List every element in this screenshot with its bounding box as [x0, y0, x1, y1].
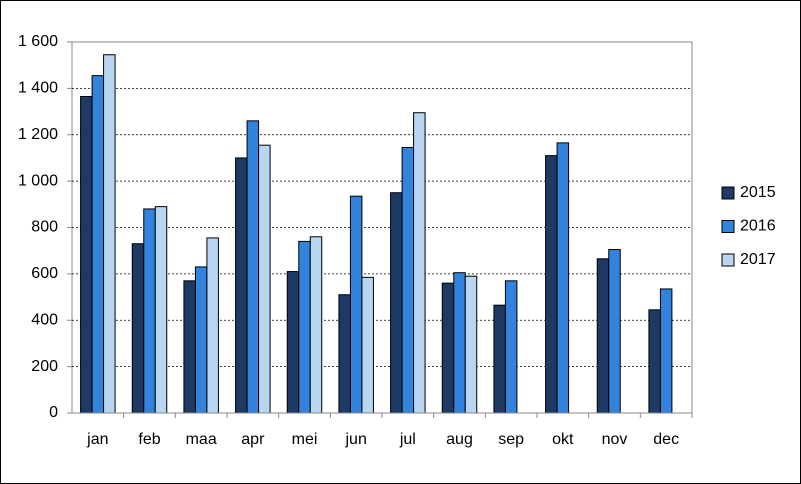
- y-tick-label: 400: [31, 311, 58, 328]
- bar: [453, 272, 466, 414]
- y-tick-label: 800: [31, 219, 58, 236]
- x-tick-label: feb: [138, 431, 160, 448]
- bar: [309, 236, 323, 414]
- x-tick-label: sep: [498, 431, 524, 448]
- x-tick-label: okt: [552, 431, 574, 448]
- x-tick-label: jan: [86, 431, 108, 448]
- bar: [349, 195, 363, 414]
- bar: [556, 142, 570, 414]
- x-tick-label: mei: [292, 431, 318, 448]
- bar: [401, 147, 415, 414]
- bar: [206, 237, 219, 414]
- bar: [103, 54, 116, 414]
- bar: [608, 249, 621, 414]
- x-tick-label: nov: [602, 431, 628, 448]
- y-tick-label: 1 400: [18, 80, 58, 97]
- legend-swatch: [721, 220, 735, 233]
- y-tick-label: 1 600: [18, 33, 58, 50]
- bar: [298, 240, 311, 414]
- legend-swatch: [721, 253, 735, 267]
- y-tick-label: 600: [31, 265, 58, 282]
- bar: [504, 280, 518, 414]
- y-tick-label: 200: [31, 358, 58, 375]
- bar: [648, 309, 661, 414]
- y-tick-label: 1 000: [18, 172, 58, 189]
- bar: [246, 120, 260, 414]
- bar: [258, 144, 271, 414]
- bar: [286, 271, 300, 414]
- y-tick-label: 1 200: [18, 126, 58, 143]
- legend-label: 2015: [740, 184, 776, 201]
- bar: [390, 192, 403, 414]
- bar: [441, 282, 455, 414]
- bar: [596, 258, 610, 414]
- bar: [143, 208, 156, 414]
- bar: [361, 276, 374, 414]
- y-tick-label: 0: [49, 404, 58, 421]
- legend-swatch: [721, 186, 735, 200]
- bar: [131, 243, 145, 414]
- bar: [80, 95, 93, 414]
- x-tick-label: aug: [446, 431, 473, 448]
- bar: [545, 155, 558, 414]
- bar: [194, 266, 208, 414]
- bar: [413, 112, 426, 414]
- x-tick-label: apr: [241, 431, 265, 448]
- legend-label: 2016: [740, 218, 776, 235]
- x-tick-label: jul: [399, 431, 416, 448]
- bar: [659, 288, 673, 414]
- bar: [154, 206, 168, 414]
- bar: [91, 75, 105, 414]
- x-tick-label: dec: [653, 431, 679, 448]
- bar: [493, 304, 506, 414]
- x-tick-label: maa: [186, 431, 217, 448]
- x-tick-label: jun: [344, 431, 366, 448]
- bar: [235, 157, 248, 414]
- bar: [183, 280, 196, 414]
- bar: [464, 275, 478, 414]
- bar: [338, 294, 351, 414]
- legend-label: 2017: [740, 251, 776, 268]
